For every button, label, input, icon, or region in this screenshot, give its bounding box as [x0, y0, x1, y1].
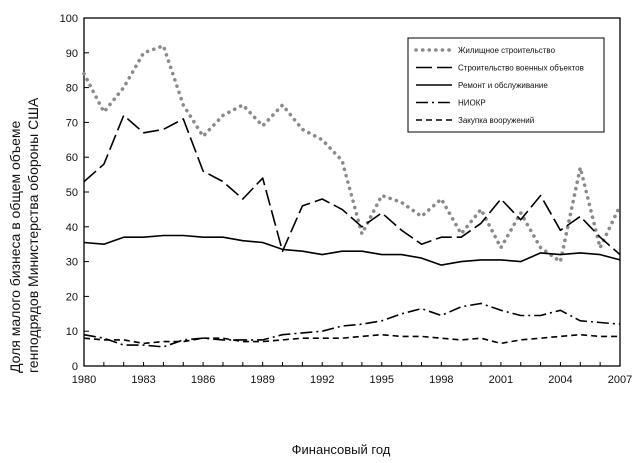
x-tick-label: 1998	[429, 374, 453, 386]
x-tick-label: 2004	[548, 374, 572, 386]
y-tick-label: 80	[66, 83, 78, 95]
y-tick-label: 50	[66, 187, 78, 199]
x-tick-label: 1992	[310, 374, 334, 386]
legend: Жилищное строительство Строительство воен…	[407, 37, 605, 133]
series-line-5	[83, 333, 620, 345]
x-axis-title: Финансовый год	[292, 442, 391, 457]
y-tick-label: 40	[66, 222, 78, 234]
y-tick-label: 100	[60, 13, 78, 25]
y-tick-label: 60	[66, 152, 78, 164]
y-tick-label: 10	[66, 326, 78, 338]
x-tick-label: 1995	[370, 374, 394, 386]
x-tick-label: 2001	[489, 374, 513, 386]
x-tick-label: 1983	[131, 374, 155, 386]
y-tick-label: 90	[66, 48, 78, 60]
legend-label-4: НИОКР	[458, 99, 486, 108]
x-tick-label: 1980	[72, 374, 96, 386]
series-line-2	[83, 114, 621, 256]
x-axis-ticks: 1980 1983 1986 1989 1992 1995 1998 2001 2004 2007	[72, 362, 632, 386]
x-tick-label: 1989	[250, 374, 274, 386]
series-line-3	[83, 234, 621, 266]
y-axis-title-line-2: генподрядов Министерства обороны США	[25, 97, 41, 373]
series-layer	[82, 43, 622, 348]
series-line-4	[83, 302, 621, 348]
y-tick-label: 20	[66, 291, 78, 303]
y-tick-label: 70	[66, 117, 78, 129]
legend-label-2: Строительство военных объектов	[458, 64, 584, 73]
legend-label-3: Ремонт и обслуживание	[458, 81, 548, 90]
y-tick-label: 0	[72, 361, 78, 373]
x-tick-label: 2007	[608, 374, 632, 386]
y-tick-label: 30	[66, 257, 78, 269]
y-axis-ticks: 0 10 20 30 40 50 60 70 80 90 100	[60, 13, 89, 373]
y-axis-title-line-1: Доля малого бизнеса в общем объеме	[7, 120, 23, 373]
x-tick-label: 1986	[191, 374, 215, 386]
legend-label-5: Закупка вооружений	[458, 116, 534, 125]
series-line-1	[82, 43, 622, 264]
legend-label-1: Жилищное строительство	[458, 46, 556, 55]
